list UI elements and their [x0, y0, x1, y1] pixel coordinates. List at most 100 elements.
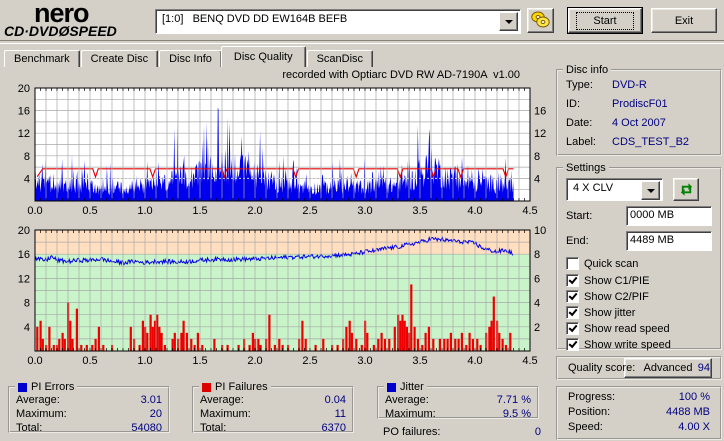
speed-select-value: 4 X CLV: [573, 182, 614, 194]
drive-select[interactable]: [1:0] BENQ DVD DD EW164B BEFB: [155, 9, 521, 34]
exit-button-label: Exit: [674, 14, 694, 27]
svg-text:12: 12: [18, 128, 30, 140]
quality-score-label: Quality score:: [568, 362, 636, 374]
svg-text:3.0: 3.0: [357, 205, 372, 217]
exit-button[interactable]: Exit: [651, 8, 717, 33]
stat-row: Maximum: 9.5 %: [379, 407, 537, 421]
svg-text:1.0: 1.0: [137, 205, 152, 217]
svg-text:1.5: 1.5: [192, 355, 207, 367]
end-field-label: End:: [566, 235, 589, 247]
disc-id-value: ProdiscF01: [612, 98, 668, 110]
svg-text:16: 16: [534, 106, 546, 118]
svg-text:16: 16: [18, 106, 30, 118]
checkbox-label: Show C1/PIE: [584, 274, 650, 287]
disc-type-label: Type:: [566, 79, 593, 91]
svg-text:4.5: 4.5: [522, 205, 537, 217]
disc-date-row: Date: 4 Oct 2007: [558, 114, 720, 133]
advanced-button[interactable]: Advanced: [624, 358, 712, 378]
svg-text:12: 12: [18, 273, 30, 285]
logo-product: CD·DVDØSPEED: [4, 23, 117, 39]
stat-row: Average: 0.04: [194, 393, 352, 407]
tab-disc-info[interactable]: Disc Info: [159, 50, 222, 67]
stat-row: Average: 3.01: [10, 393, 168, 407]
speed-dropdown-arrow[interactable]: [641, 181, 660, 200]
side-panel: Disc info Type: DVD-R ID: ProdiscF01 Date:…: [556, 64, 722, 440]
stat-pi-failures: PI Failures Average: 0.04 Maximum: 11 Tota…: [192, 381, 354, 435]
svg-text:4.0: 4.0: [467, 355, 482, 367]
disc-date-label: Date:: [566, 117, 593, 129]
svg-text:4.5: 4.5: [522, 355, 537, 367]
svg-text:0.5: 0.5: [82, 355, 97, 367]
disc-label-value: CDS_TEST_B2: [612, 136, 690, 148]
po-failures-label: PO failures:: [383, 426, 441, 438]
stat-label: Maximum:: [385, 408, 436, 420]
discs-icon: [531, 11, 550, 27]
disc-id-row: ID: ProdiscF01: [558, 95, 720, 114]
checkbox-label: Show write speed: [584, 338, 671, 351]
refresh-button[interactable]: [673, 178, 699, 201]
disc-id-label: ID:: [566, 98, 581, 110]
stat-row: Total: 6370: [194, 421, 352, 435]
checkbox-label: Show C2/PIF: [584, 290, 649, 303]
speed-select[interactable]: 4 X CLV: [566, 178, 663, 201]
start-field[interactable]: 0000 MB: [626, 206, 712, 226]
start-button[interactable]: Start: [567, 7, 643, 34]
stat-row: Maximum: 11: [194, 407, 352, 421]
svg-text:0.0: 0.0: [27, 355, 42, 367]
checkbox-show-write-speed[interactable]: Show write speed: [566, 338, 720, 351]
stat-title: Jitter: [400, 381, 424, 393]
logo-brand: nero: [34, 0, 90, 28]
checkbox-show-c1-pie[interactable]: Show C1/PIE: [566, 274, 720, 287]
stat-value: 0.04: [324, 394, 346, 406]
stat-value: 9.5 %: [502, 408, 531, 420]
svg-text:2.0: 2.0: [247, 355, 262, 367]
stat-value: 6370: [321, 422, 346, 434]
refresh-icon: [680, 183, 692, 196]
svg-text:8: 8: [24, 151, 30, 163]
stat-label: Average:: [385, 394, 429, 406]
chevron-down-icon: [646, 188, 655, 193]
checkbox-box: [566, 290, 579, 303]
disc-button[interactable]: [527, 8, 554, 33]
position-row: Position: 4488 MB: [568, 405, 710, 420]
tab-benchmark[interactable]: Benchmark: [4, 50, 80, 67]
checkbox-label: Show jitter: [584, 306, 636, 319]
stat-title: PI Errors: [31, 381, 75, 393]
svg-text:2: 2: [534, 322, 540, 334]
stat-value: 54080: [131, 422, 162, 434]
tab-disc-quality[interactable]: Disc Quality: [220, 46, 306, 67]
svg-text:2.5: 2.5: [302, 355, 317, 367]
stat-value: 7.71 %: [496, 394, 531, 406]
svg-text:20: 20: [18, 226, 30, 237]
svg-text:2.0: 2.0: [247, 205, 262, 217]
end-field[interactable]: 4489 MB: [626, 231, 712, 251]
disc-date-value: 4 Oct 2007: [612, 117, 666, 129]
svg-text:4: 4: [24, 173, 30, 185]
status-panel: Progress: 100 % Position: 4488 MB Speed: 4.…: [556, 386, 722, 440]
svg-text:0.5: 0.5: [82, 205, 97, 217]
stat-row: Average: 7.71 %: [379, 393, 537, 407]
checkbox-box: [566, 306, 579, 319]
start-field-label: Start:: [566, 210, 593, 222]
start-row: Start: 0000 MB: [566, 206, 712, 226]
stat-label: Average:: [16, 394, 60, 406]
start-button-label: Start: [576, 11, 634, 30]
svg-text:1.0: 1.0: [137, 355, 152, 367]
disc-info-group: Disc info Type: DVD-R ID: ProdiscF01 Date:…: [556, 64, 722, 156]
checkbox-show-c2-pif[interactable]: Show C2/PIF: [566, 290, 720, 303]
drive-dropdown-arrow[interactable]: [499, 12, 518, 31]
tab-scandisc[interactable]: ScanDisc: [306, 50, 374, 67]
svg-text:3.0: 3.0: [357, 355, 372, 367]
disc-info-title: Disc info: [566, 64, 609, 76]
speed-row-status: Speed: 4.00 X: [568, 420, 710, 435]
svg-text:8: 8: [534, 151, 540, 163]
tab-create-disc[interactable]: Create Disc: [80, 50, 159, 67]
advanced-row: Advanced: [558, 358, 712, 378]
checkbox-quick-scan[interactable]: Quick scan: [566, 257, 720, 270]
checkbox-show-read-speed[interactable]: Show read speed: [566, 322, 720, 335]
svg-text:4: 4: [534, 173, 540, 185]
svg-text:4: 4: [534, 298, 540, 310]
nero-logo: nero CD·DVDØSPEED: [4, 0, 154, 39]
checkbox-show-jitter[interactable]: Show jitter: [566, 306, 720, 319]
